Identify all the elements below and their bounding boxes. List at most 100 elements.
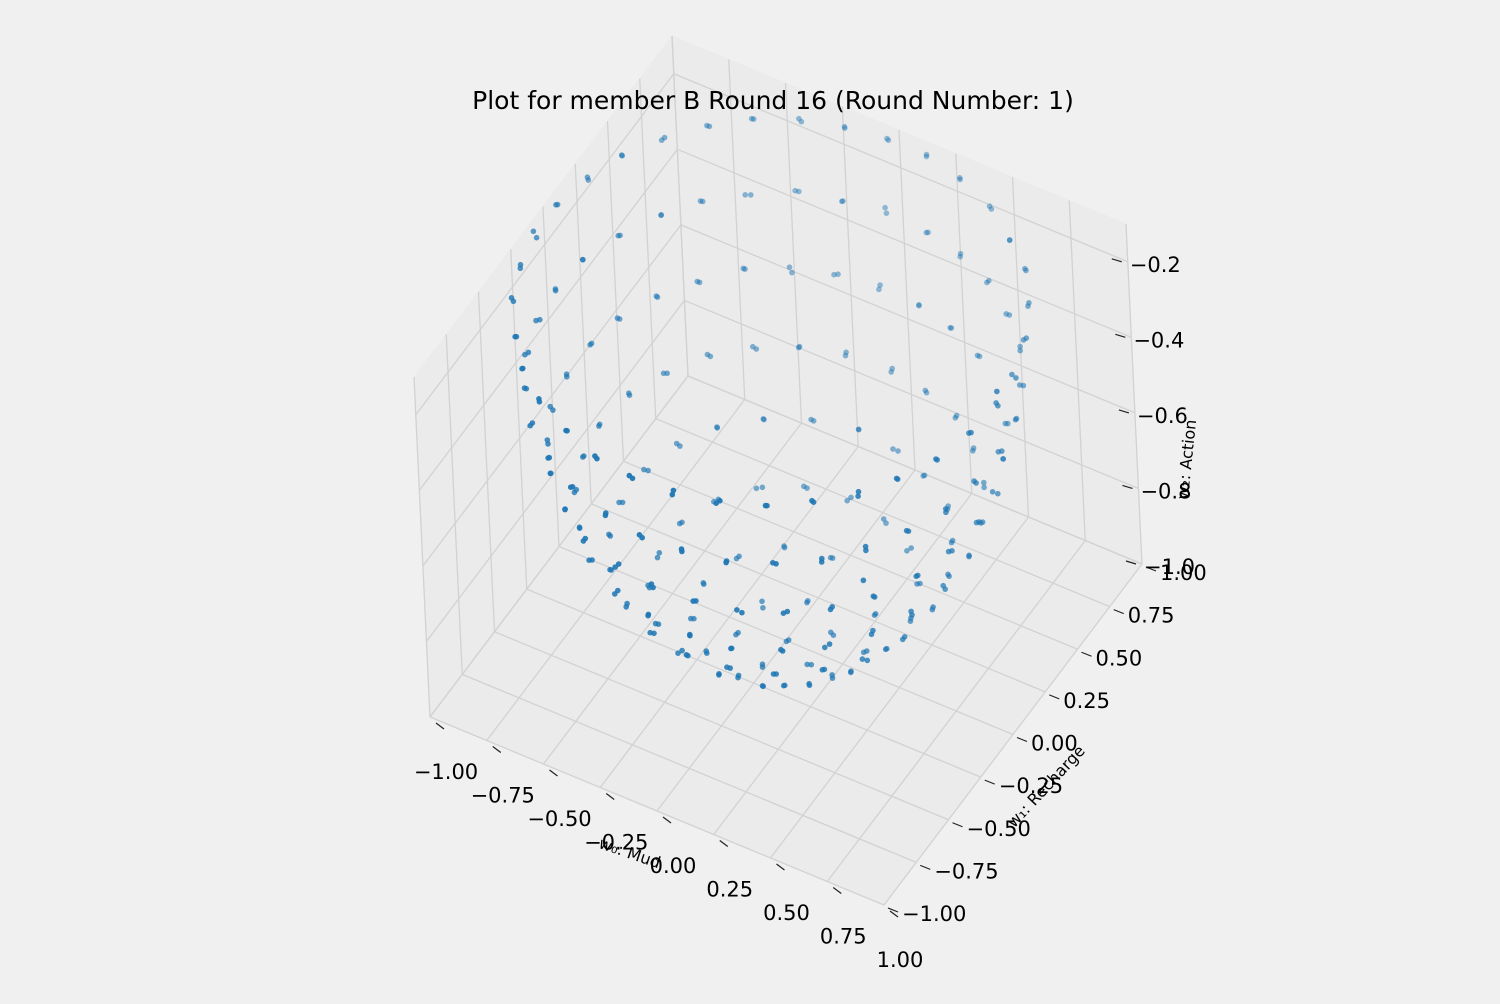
grid-line-z (687, 375, 1143, 565)
data-point (895, 448, 901, 454)
x-tick-label: 1.00 (877, 948, 924, 972)
tick-mark (952, 822, 963, 828)
data-point (658, 212, 664, 219)
data-point (949, 537, 956, 544)
data-point (855, 426, 862, 433)
data-point (510, 298, 517, 305)
tick-mark (832, 887, 842, 894)
grid-line-y (655, 418, 1110, 608)
data-point (656, 550, 663, 556)
chart-title: Plot for member B Round 16 (Round Number… (472, 86, 1074, 115)
data-point (1006, 237, 1013, 243)
data-point (582, 535, 589, 542)
data-point (1009, 371, 1015, 378)
data-point (988, 206, 995, 212)
data-point (908, 545, 914, 551)
data-point (904, 548, 910, 554)
data-point (533, 234, 540, 241)
tick-mark (1115, 333, 1126, 338)
data-point (915, 572, 921, 579)
tick-mark (1113, 609, 1124, 615)
data-point (844, 497, 850, 504)
grid-line-z (677, 148, 1132, 338)
data-point (759, 484, 766, 491)
data-point (966, 553, 972, 560)
data-point (537, 316, 543, 323)
data-point (1026, 300, 1032, 306)
data-point (986, 277, 992, 284)
data-point (976, 353, 983, 360)
data-point (930, 604, 936, 610)
data-point (603, 510, 609, 516)
data-point (855, 493, 861, 500)
data-point (831, 271, 837, 278)
data-point (614, 315, 621, 321)
data-point (624, 600, 630, 607)
data-point (581, 453, 587, 459)
data-point (916, 302, 922, 309)
data-point (545, 441, 551, 447)
data-point (949, 548, 955, 554)
y-tick-label: 0.00 (1031, 732, 1078, 756)
tick-mark (920, 864, 931, 870)
tick-mark (1145, 566, 1157, 572)
data-point (993, 388, 1000, 395)
data-point (688, 615, 694, 622)
tick-mark (1081, 651, 1092, 657)
grid-line-y (462, 673, 917, 863)
data-point (1002, 420, 1009, 427)
data-point (782, 682, 788, 689)
tick-mark (1122, 484, 1133, 490)
data-point (876, 286, 882, 293)
data-point (759, 683, 766, 689)
data-point (984, 279, 990, 286)
data-point (648, 581, 655, 587)
data-point (903, 527, 910, 534)
data-point (679, 647, 685, 654)
tick-mark (1111, 258, 1122, 263)
data-point (523, 385, 530, 392)
y-tick-label: 1.00 (1160, 561, 1207, 585)
grid-line-x (784, 82, 803, 424)
data-point (736, 553, 742, 560)
data-point (546, 454, 553, 461)
data-point (839, 198, 845, 205)
data-point (826, 641, 833, 647)
data-point (808, 661, 815, 668)
grid-line-x (841, 106, 859, 447)
data-point (553, 202, 559, 208)
grid-line-x (1125, 223, 1143, 565)
data-point (806, 680, 812, 687)
data-point (734, 607, 740, 613)
data-point (882, 646, 889, 653)
y-tick-label: 0.25 (1063, 689, 1110, 713)
grid-line-y (445, 334, 463, 675)
grid-line-z (684, 299, 1139, 490)
data-point (999, 448, 1005, 454)
data-point (761, 416, 767, 423)
data-point (563, 427, 569, 434)
data-point (923, 151, 930, 158)
y-tick-label: −0.25 (999, 774, 1063, 798)
data-point (783, 638, 790, 645)
grid-line-x (1068, 200, 1086, 541)
data-point (679, 519, 685, 526)
tick-mark (889, 910, 899, 918)
data-point (948, 325, 955, 331)
data-point (921, 472, 928, 479)
data-point (547, 470, 554, 477)
data-point (690, 598, 696, 604)
grid-line-x (728, 59, 746, 400)
data-point (675, 650, 681, 656)
data-point (616, 499, 622, 506)
data-point (759, 598, 765, 605)
data-point (717, 498, 723, 504)
data-point (596, 423, 602, 429)
data-point (946, 573, 952, 580)
data-point (804, 485, 810, 491)
data-point (943, 509, 949, 516)
data-point (629, 475, 636, 482)
data-point (995, 403, 1001, 409)
